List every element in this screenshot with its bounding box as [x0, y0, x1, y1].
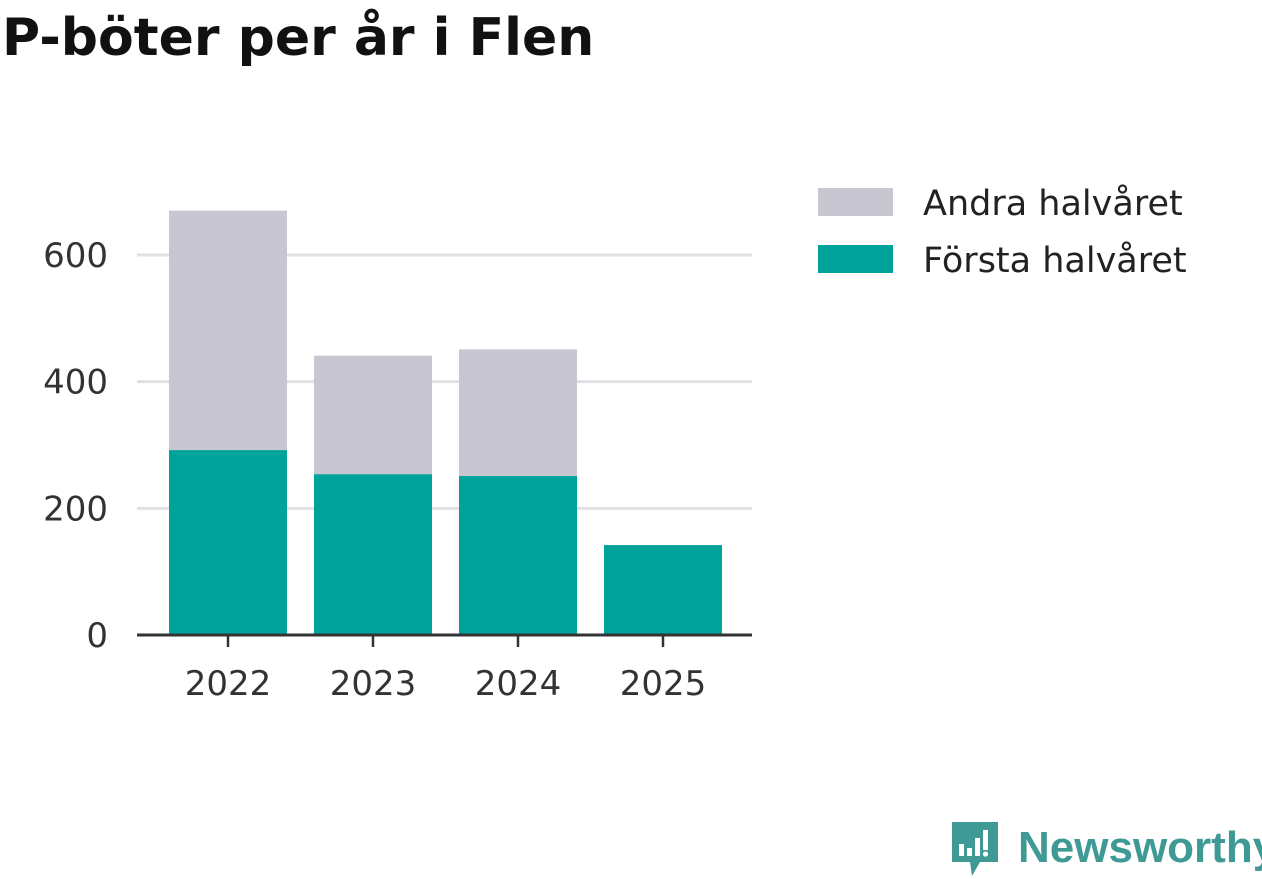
- x-tick-label: 2023: [330, 664, 417, 704]
- legend: Andra halvåret Första halvåret: [818, 183, 1187, 281]
- bars: [169, 210, 722, 635]
- x-tick-label: 2024: [475, 664, 562, 704]
- newsworthy-logo: Newsworthy: [950, 818, 1262, 878]
- bar-2024-forsta: [459, 476, 577, 635]
- x-tick-label: 2025: [620, 664, 707, 704]
- bar-2023-andra: [314, 355, 432, 475]
- bar-2022-forsta: [169, 450, 287, 635]
- y-tick-label: 400: [43, 363, 108, 403]
- y-tick-label: 600: [43, 236, 108, 276]
- legend-swatch-1: [818, 245, 893, 273]
- legend-swatch-0: [818, 188, 893, 216]
- bar-2023-forsta: [314, 474, 432, 635]
- axes: 0 200 400 600 2022 2023 2024 2025: [43, 236, 752, 704]
- legend-label: Första halvåret: [923, 240, 1187, 281]
- y-tick-label: 200: [43, 489, 108, 529]
- y-tick-label: 0: [86, 616, 108, 656]
- chart-title: P-böter per år i Flen: [2, 8, 595, 68]
- newsworthy-logo-icon: [952, 822, 998, 876]
- x-tick-label: 2022: [185, 664, 272, 704]
- legend-label: Andra halvåret: [923, 183, 1183, 224]
- bar-2024-andra: [459, 349, 577, 477]
- logo-text: Newsworthy: [1018, 823, 1262, 872]
- bar-2025-forsta: [604, 545, 722, 635]
- bar-2022-andra: [169, 210, 287, 451]
